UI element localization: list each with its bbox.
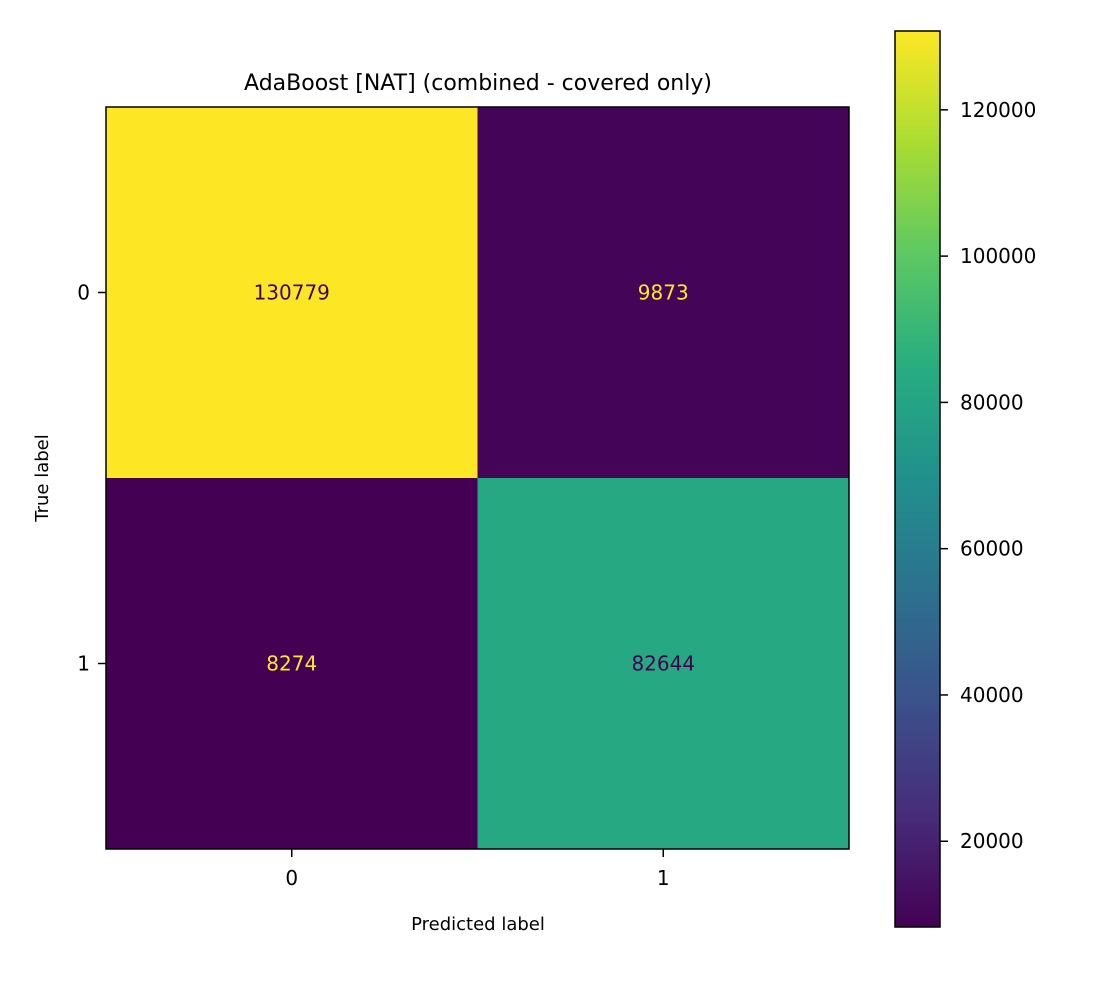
colorbar	[894, 30, 941, 928]
colorbar-tick-label-1: 40000	[960, 683, 1024, 707]
colorbar-tick-label-5: 120000	[960, 98, 1036, 122]
cell-value-label-1-1: 82644	[631, 652, 695, 676]
x-tick-label-1: 1	[657, 866, 670, 890]
heatmap-cells	[106, 107, 849, 849]
colorbar-tick-label-0: 20000	[960, 829, 1024, 853]
colorbar-ticks: 20000 40000 60000 80000 100000 120000	[940, 98, 1036, 853]
y-tick-label-0: 0	[77, 281, 90, 305]
cell-value-label-0-0: 130779	[254, 281, 330, 305]
plot-frame	[105, 106, 850, 850]
chart-title: AdaBoost [NAT] (combined - covered only)	[244, 71, 712, 96]
heatmap-cell-labels: 130779 9873 8274 82644	[254, 281, 695, 676]
heatmap-cell-0-0	[106, 107, 478, 478]
colorbar-tick-label-4: 100000	[960, 244, 1036, 268]
cell-value-label-0-1: 9873	[638, 281, 689, 305]
colorbar-tick-label-3: 80000	[960, 390, 1024, 414]
y-axis-label: True label	[32, 434, 53, 523]
heatmap-cell-1-0	[106, 478, 478, 849]
x-axis-label: Predicted label	[411, 914, 545, 935]
heatmap-cell-1-1	[477, 478, 849, 849]
y-tick-label-1: 1	[77, 652, 90, 676]
heatmap-cell-0-1	[477, 107, 849, 478]
cell-value-label-1-0: 8274	[266, 652, 317, 676]
colorbar-tick-label-2: 60000	[960, 537, 1024, 561]
y-axis-ticks: 01	[77, 281, 106, 676]
x-tick-label-0: 0	[285, 866, 298, 890]
